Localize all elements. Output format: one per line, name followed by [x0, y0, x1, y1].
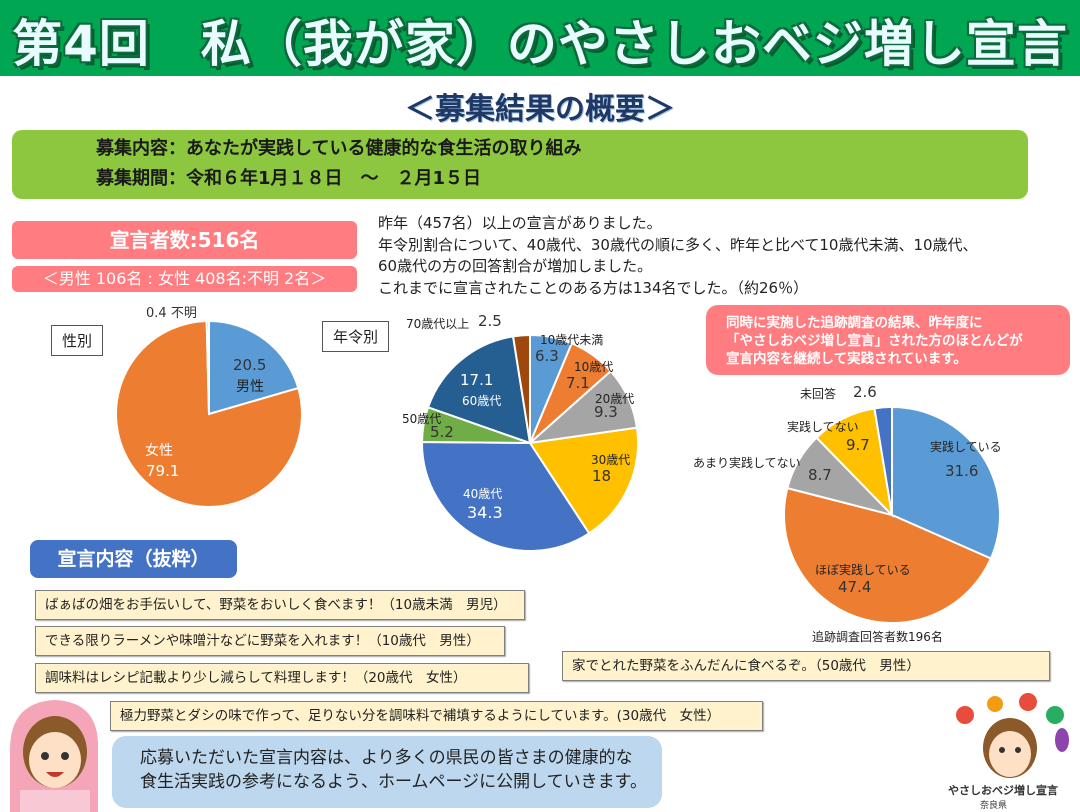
data-label: 8.7	[808, 466, 832, 484]
declarations-heading: 宣言内容（抜粋）	[30, 540, 237, 578]
data-label: 10歳代	[574, 360, 614, 374]
data-label: 18	[592, 467, 612, 485]
data-label: あまり実践してない	[693, 456, 801, 470]
note-line: 「やさしおベジ増し宣言」された方のほとんどが	[726, 333, 1023, 349]
data-label: 5.2	[430, 423, 454, 441]
data-label: 20歳代	[595, 392, 635, 406]
speech-bubble: 応募いただいた宣言内容は、より多くの県民の皆さまの健康的な 食生活実践の参考にな…	[112, 736, 662, 808]
data-label: 79.1	[146, 462, 180, 480]
data-label: 実践している	[930, 440, 1002, 454]
data-label: 0.4 不明	[146, 306, 197, 321]
total-count-badge: 宣言者数:516名	[12, 221, 357, 259]
pie-slice-70歳代以上	[511, 333, 531, 444]
data-label: 31.6	[945, 462, 979, 480]
recruit-content: 募集内容：あなたが実践している健康的な食生活の取り組み	[96, 138, 582, 159]
data-label: 10歳代未満	[540, 333, 604, 347]
data-label: 47.4	[838, 578, 872, 596]
summary-line: 昨年（457名）以上の宣言がありました。	[378, 214, 662, 232]
header-bar	[0, 0, 1080, 76]
data-label: 男性	[236, 379, 264, 395]
data-label: 2.5	[478, 312, 502, 330]
pie-slice-60歳代	[426, 335, 532, 445]
bubble-line: 食生活実践の参考になるよう、ホームページに公開していきます。	[140, 772, 647, 792]
summary-text: 昨年（457名）以上の宣言がありました。 年令別割合について、40歳代、30歳代…	[378, 213, 978, 299]
section-subtitle: ＜募集結果の概要＞	[405, 92, 675, 127]
pie-slice-男性	[208, 319, 300, 416]
data-label: 女性	[145, 443, 173, 459]
data-label: 2.6	[853, 383, 877, 401]
data-label: 34.3	[467, 503, 503, 522]
data-label: 70歳代以上	[406, 317, 470, 331]
logo-text: やさしおベジ増し宣言	[948, 784, 1058, 797]
followup-respondents: 追跡調査回答者数196名	[812, 630, 943, 644]
followup-note: 同時に実施した追跡調査の結果、昨年度に 「やさしおベジ増し宣言」された方のほとん…	[706, 305, 1070, 375]
summary-line: 60歳代の方の回答割合が増加しました。	[378, 257, 653, 275]
page-title: 第4回 私（我が家）のやさしおベジ増し宣言	[12, 15, 1068, 73]
data-label: 6.3	[535, 347, 559, 365]
declaration-item: 家でとれた野菜をふんだんに食べるぞ。（50歳代 男性）	[562, 651, 1050, 681]
data-label: ほぼ実践している	[815, 563, 911, 577]
data-label: 20.5	[233, 356, 267, 374]
pie-slice-不明	[205, 319, 210, 415]
bubble-line: 応募いただいた宣言内容は、より多くの県民の皆さまの健康的な	[140, 748, 633, 768]
prefecture-name: 奈良県	[980, 801, 1008, 811]
gender-breakdown-badge: ＜男性 106名 : 女性 408名:不明 2名＞	[12, 266, 357, 292]
summary-line: これまでに宣言されたことのある方は134名でした。（約26％）	[378, 278, 809, 297]
declaration-item: 調味料はレシピ記載より少し減らして料理します！（20歳代 女性）	[35, 663, 529, 693]
data-label: 9.7	[846, 436, 870, 454]
mascot-illustration	[10, 700, 99, 812]
note-line: 宣言内容を継続して実践されています。	[726, 351, 967, 367]
recruit-period: 募集期間：令和６年1月１８日 ～ ２月1５日	[96, 168, 482, 189]
declaration-item: 極力野菜とダシの味で作って、足りない分を調味料で補填するようにしています。(30…	[110, 701, 763, 731]
data-label: 40歳代	[463, 487, 503, 501]
data-label: 17.1	[460, 371, 494, 389]
declaration-item: ばぁばの畑をお手伝いして、野菜をおいしく食べます！（10歳未満 男児）	[35, 590, 525, 620]
data-label: 実践してない	[787, 420, 859, 434]
pie-slice-ほぼ実践している	[783, 486, 993, 624]
pie-slice-未回答	[873, 405, 893, 516]
age-chart-title: 年令別	[322, 321, 390, 352]
declaration-item: できる限りラーメンや味噌汁などに野菜を入れます！（10歳代 男性）	[35, 626, 505, 656]
summary-line: 年令別割合について、40歳代、30歳代の順に多く、昨年と比べて10歳代未満、10…	[378, 235, 978, 254]
data-label: 9.3	[594, 403, 618, 421]
recruit-info-box: 募集内容：あなたが実践している健康的な食生活の取り組み 募集期間：令和６年1月１…	[12, 130, 1028, 199]
pie-slice-実践している	[891, 405, 1001, 560]
data-label: 50歳代	[402, 412, 442, 426]
pie-slice-30歳代	[528, 426, 639, 535]
data-label: 未回答	[800, 387, 837, 401]
data-label: 30歳代	[591, 453, 631, 467]
gender-chart-title: 性別	[51, 325, 104, 356]
data-label: 7.1	[566, 374, 590, 392]
logo-illustration	[956, 693, 1069, 778]
note-line: 同時に実施した追跡調査の結果、昨年度に	[726, 315, 983, 331]
data-label: 60歳代	[462, 394, 502, 408]
pie-slice-40歳代	[421, 440, 591, 552]
